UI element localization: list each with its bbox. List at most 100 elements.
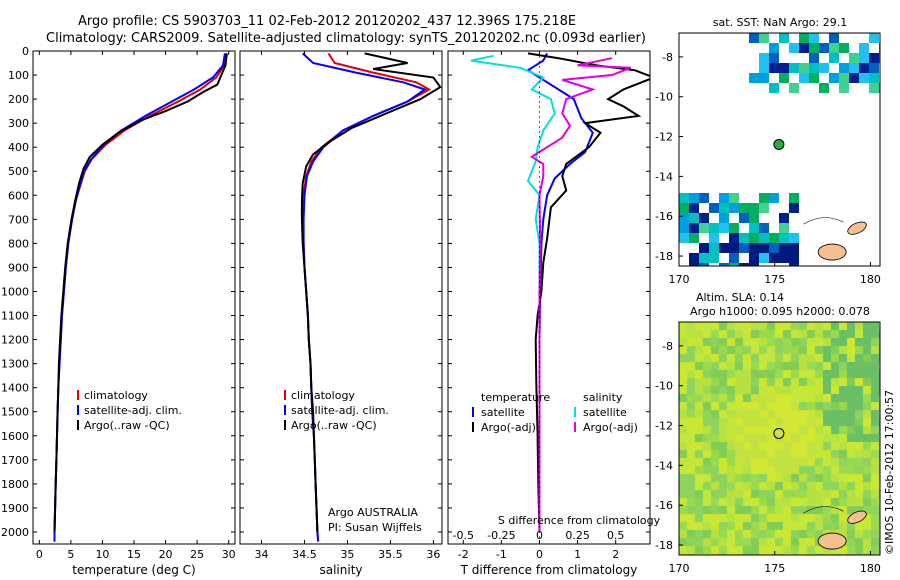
sla-cell — [751, 506, 759, 514]
sla-cell — [775, 466, 783, 474]
sla-cell — [759, 386, 767, 394]
sla-cell — [847, 522, 855, 530]
difference-panel: -2 -1 0 1 2 T difference from climatology temp… — [447, 50, 661, 577]
series-line-0 — [301, 52, 432, 542]
sla-cell — [847, 338, 855, 346]
sla-cell — [751, 330, 759, 338]
sla-cell — [871, 338, 879, 346]
sla-cell — [855, 458, 863, 466]
sla-cell — [831, 458, 839, 466]
sla-cell — [815, 354, 823, 362]
sla-cell — [863, 386, 871, 394]
sla-cell — [855, 466, 863, 474]
sla-cell — [831, 546, 839, 554]
sla-cell — [727, 418, 735, 426]
map-subtitle: Argo h1000: 0.095 h2000: 0.078 — [690, 305, 870, 318]
sst-cell — [759, 63, 769, 73]
sst-cell — [839, 73, 849, 83]
sla-cell — [727, 378, 735, 386]
sla-cell — [783, 474, 791, 482]
sla-cell — [727, 506, 735, 514]
sla-cell — [863, 362, 871, 370]
sla-cell — [695, 410, 703, 418]
sla-cell — [703, 522, 711, 530]
sla-cell — [703, 354, 711, 362]
sla-cell — [759, 338, 767, 346]
sst-cell — [749, 73, 759, 83]
map-y-tick-label-3: -12 — [655, 131, 673, 144]
sla-cell — [751, 474, 759, 482]
sla-cell — [807, 474, 815, 482]
sla-cell — [871, 362, 879, 370]
sst-cell — [759, 53, 769, 63]
map-x-tick-label-2: 180 — [860, 273, 881, 286]
island-vanua-levu — [847, 221, 867, 235]
sla-cell — [799, 458, 807, 466]
sla-cell — [807, 418, 815, 426]
sla-cell — [863, 482, 871, 490]
sla-cell — [791, 354, 799, 362]
x-axis-label: salinity — [319, 563, 362, 577]
sla-cell — [871, 354, 879, 362]
sla-cell — [783, 546, 791, 554]
sla-cell — [863, 474, 871, 482]
sla-cell — [743, 394, 751, 402]
sla-cell — [727, 458, 735, 466]
sla-cell — [799, 378, 807, 386]
sst-cell — [769, 53, 779, 63]
sla-cell — [783, 434, 791, 442]
sst-cell — [799, 43, 809, 53]
map-y-tick-label-1: -16 — [655, 210, 673, 223]
sla-cell — [711, 426, 719, 434]
sla-cell — [687, 466, 695, 474]
sla-cell — [831, 514, 839, 522]
x-tick-label-3: 15 — [127, 548, 141, 561]
sst-cell — [749, 223, 759, 233]
sla-cell — [735, 426, 743, 434]
sst-cell — [799, 73, 809, 83]
sla-cell — [767, 386, 775, 394]
sla-cell — [703, 506, 711, 514]
sla-cell — [799, 538, 807, 546]
sla-cell — [751, 538, 759, 546]
sla-cell — [743, 370, 751, 378]
sla-cell — [743, 490, 751, 498]
sla-cell — [743, 450, 751, 458]
sla-cell — [759, 450, 767, 458]
sla-cell — [791, 386, 799, 394]
sst-cell — [719, 203, 729, 213]
sla-cell — [767, 410, 775, 418]
map-x-tick-label-0: 170 — [669, 273, 690, 286]
sst-cell — [699, 213, 709, 223]
sla-cell — [783, 466, 791, 474]
sla-cell — [703, 402, 711, 410]
sla-cell — [767, 434, 775, 442]
sla-cell — [775, 522, 783, 530]
legend-label-0: climatology — [291, 389, 355, 402]
sla-cell — [791, 482, 799, 490]
sla-cell — [767, 426, 775, 434]
sla-cell — [807, 426, 815, 434]
sla-cell — [791, 506, 799, 514]
sla-cell — [791, 450, 799, 458]
sla-cell — [727, 354, 735, 362]
sla-cell — [775, 370, 783, 378]
sla-cell — [703, 322, 711, 330]
sla-cell — [711, 538, 719, 546]
sla-cell — [695, 394, 703, 402]
sst-cell — [729, 233, 739, 243]
sla-cell — [783, 498, 791, 506]
sla-cell — [871, 514, 879, 522]
sla-cell — [855, 450, 863, 458]
x2-tick-label-3: 0.25 — [565, 529, 590, 542]
sla-cell — [799, 474, 807, 482]
sla-cell — [719, 346, 727, 354]
annotation-argo: Argo AUSTRALIA — [328, 506, 418, 519]
sla-cell — [823, 498, 831, 506]
sla-cell — [767, 506, 775, 514]
sla-cell — [823, 474, 831, 482]
sla-cell — [799, 506, 807, 514]
sla-cell — [871, 346, 879, 354]
sla-cell — [687, 346, 695, 354]
sla-cell — [703, 450, 711, 458]
